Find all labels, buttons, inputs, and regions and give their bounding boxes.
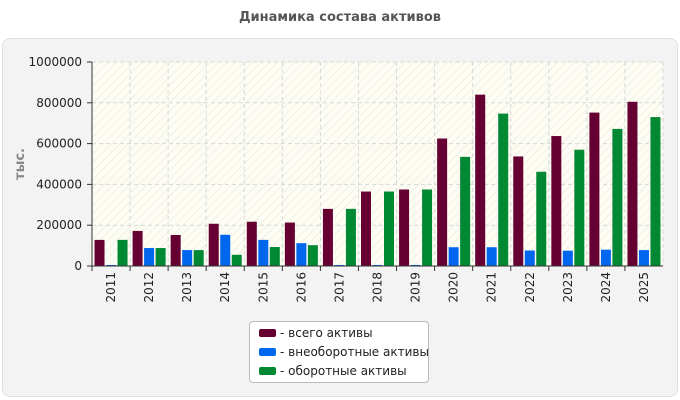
bar-noncurrent: [562, 250, 573, 266]
bars: [94, 94, 661, 266]
legend-swatch-current: [259, 366, 276, 375]
bar-noncurrent: [372, 264, 383, 266]
y-tick-label: 800000: [36, 96, 82, 110]
bar-total: [246, 221, 257, 266]
bar-current: [307, 245, 318, 266]
x-tick-labels: 2011 2012 2013 2014 2015 2016 2017 2018 2019 2020…: [91, 266, 651, 303]
bar-current: [460, 156, 471, 266]
bar-total: [132, 230, 143, 266]
bar-noncurrent: [448, 247, 459, 266]
y-tick-label: 1000000: [29, 55, 82, 69]
bar-total: [475, 94, 486, 266]
bar-current: [536, 171, 547, 266]
bar-noncurrent: [410, 264, 421, 266]
x-tick-label: 2025: [637, 272, 651, 303]
bar-noncurrent: [334, 264, 345, 266]
legend-item-noncurrent: - внеоборотные активы: [259, 344, 429, 360]
bar-noncurrent: [600, 249, 611, 266]
bar-total: [513, 156, 524, 266]
legend: - всего активы - внеоборотные активы - о…: [249, 321, 429, 383]
x-tick-label: 2017: [332, 272, 346, 303]
x-tick-label: 2021: [485, 272, 499, 303]
bar-total: [627, 101, 638, 266]
x-tick-label: 2014: [218, 272, 232, 303]
y-axis-label: тыс.: [13, 148, 28, 180]
bar-total: [94, 239, 105, 266]
legend-item-current: - оборотные активы: [259, 363, 407, 379]
x-tick-label: 2020: [447, 272, 461, 303]
bar-noncurrent: [106, 264, 117, 266]
bar-current: [612, 128, 623, 266]
legend-label-noncurrent: - внеоборотные активы: [280, 345, 429, 359]
bar-total: [437, 138, 448, 266]
grid-lines: [92, 61, 664, 266]
bar-current: [155, 248, 166, 266]
y-tick-labels: 0 200000 400000 600000 800000 1000000: [29, 55, 92, 273]
legend-swatch-noncurrent: [259, 347, 276, 356]
bar-noncurrent: [638, 250, 649, 266]
legend-item-total: - всего активы: [259, 325, 373, 341]
bar-noncurrent: [220, 234, 231, 266]
chart-title: Динамика состава активов: [238, 10, 442, 25]
x-tick-label: 2015: [256, 272, 270, 303]
bar-total: [551, 136, 562, 266]
bar-total: [589, 112, 600, 266]
plot-area: [92, 62, 663, 266]
bar-current: [231, 254, 242, 266]
x-tick-label: 2013: [180, 272, 194, 303]
bar-noncurrent: [486, 247, 497, 266]
bar-noncurrent: [524, 250, 535, 266]
y-tick-label: 600000: [36, 137, 82, 151]
legend-swatch-total: [259, 328, 276, 337]
bar-current: [574, 149, 585, 266]
bar-noncurrent: [182, 250, 193, 266]
bar-noncurrent: [144, 248, 155, 266]
bar-current: [193, 250, 204, 266]
bar-current: [650, 117, 661, 266]
x-tick-label: 2023: [561, 272, 575, 303]
legend-label-current: - оборотные активы: [280, 364, 407, 378]
axes: [91, 62, 663, 267]
bar-noncurrent: [296, 243, 307, 266]
bar-current: [498, 113, 509, 266]
bar-noncurrent: [258, 239, 269, 266]
y-tick-label: 0: [74, 259, 82, 273]
bar-total: [284, 222, 295, 266]
y-tick-label: 400000: [36, 177, 82, 191]
legend-label-total: - всего активы: [280, 326, 373, 340]
x-tick-label: 2024: [599, 272, 613, 303]
bar-total: [399, 189, 410, 266]
x-tick-label: 2011: [104, 272, 118, 303]
x-tick-label: 2019: [409, 272, 423, 303]
bar-total: [361, 191, 371, 266]
x-tick-label: 2012: [142, 272, 156, 303]
bar-total: [170, 234, 181, 266]
y-tick-label: 200000: [36, 218, 82, 232]
x-tick-label: 2022: [523, 272, 537, 303]
bar-current: [422, 189, 433, 266]
bar-current: [345, 208, 356, 266]
bar-current: [384, 191, 394, 266]
bar-total: [322, 208, 333, 266]
x-tick-label: 2016: [294, 272, 308, 303]
bar-total: [208, 223, 219, 266]
bar-current: [269, 247, 280, 266]
x-tick-label: 2018: [371, 272, 385, 303]
bar-current: [117, 239, 128, 266]
